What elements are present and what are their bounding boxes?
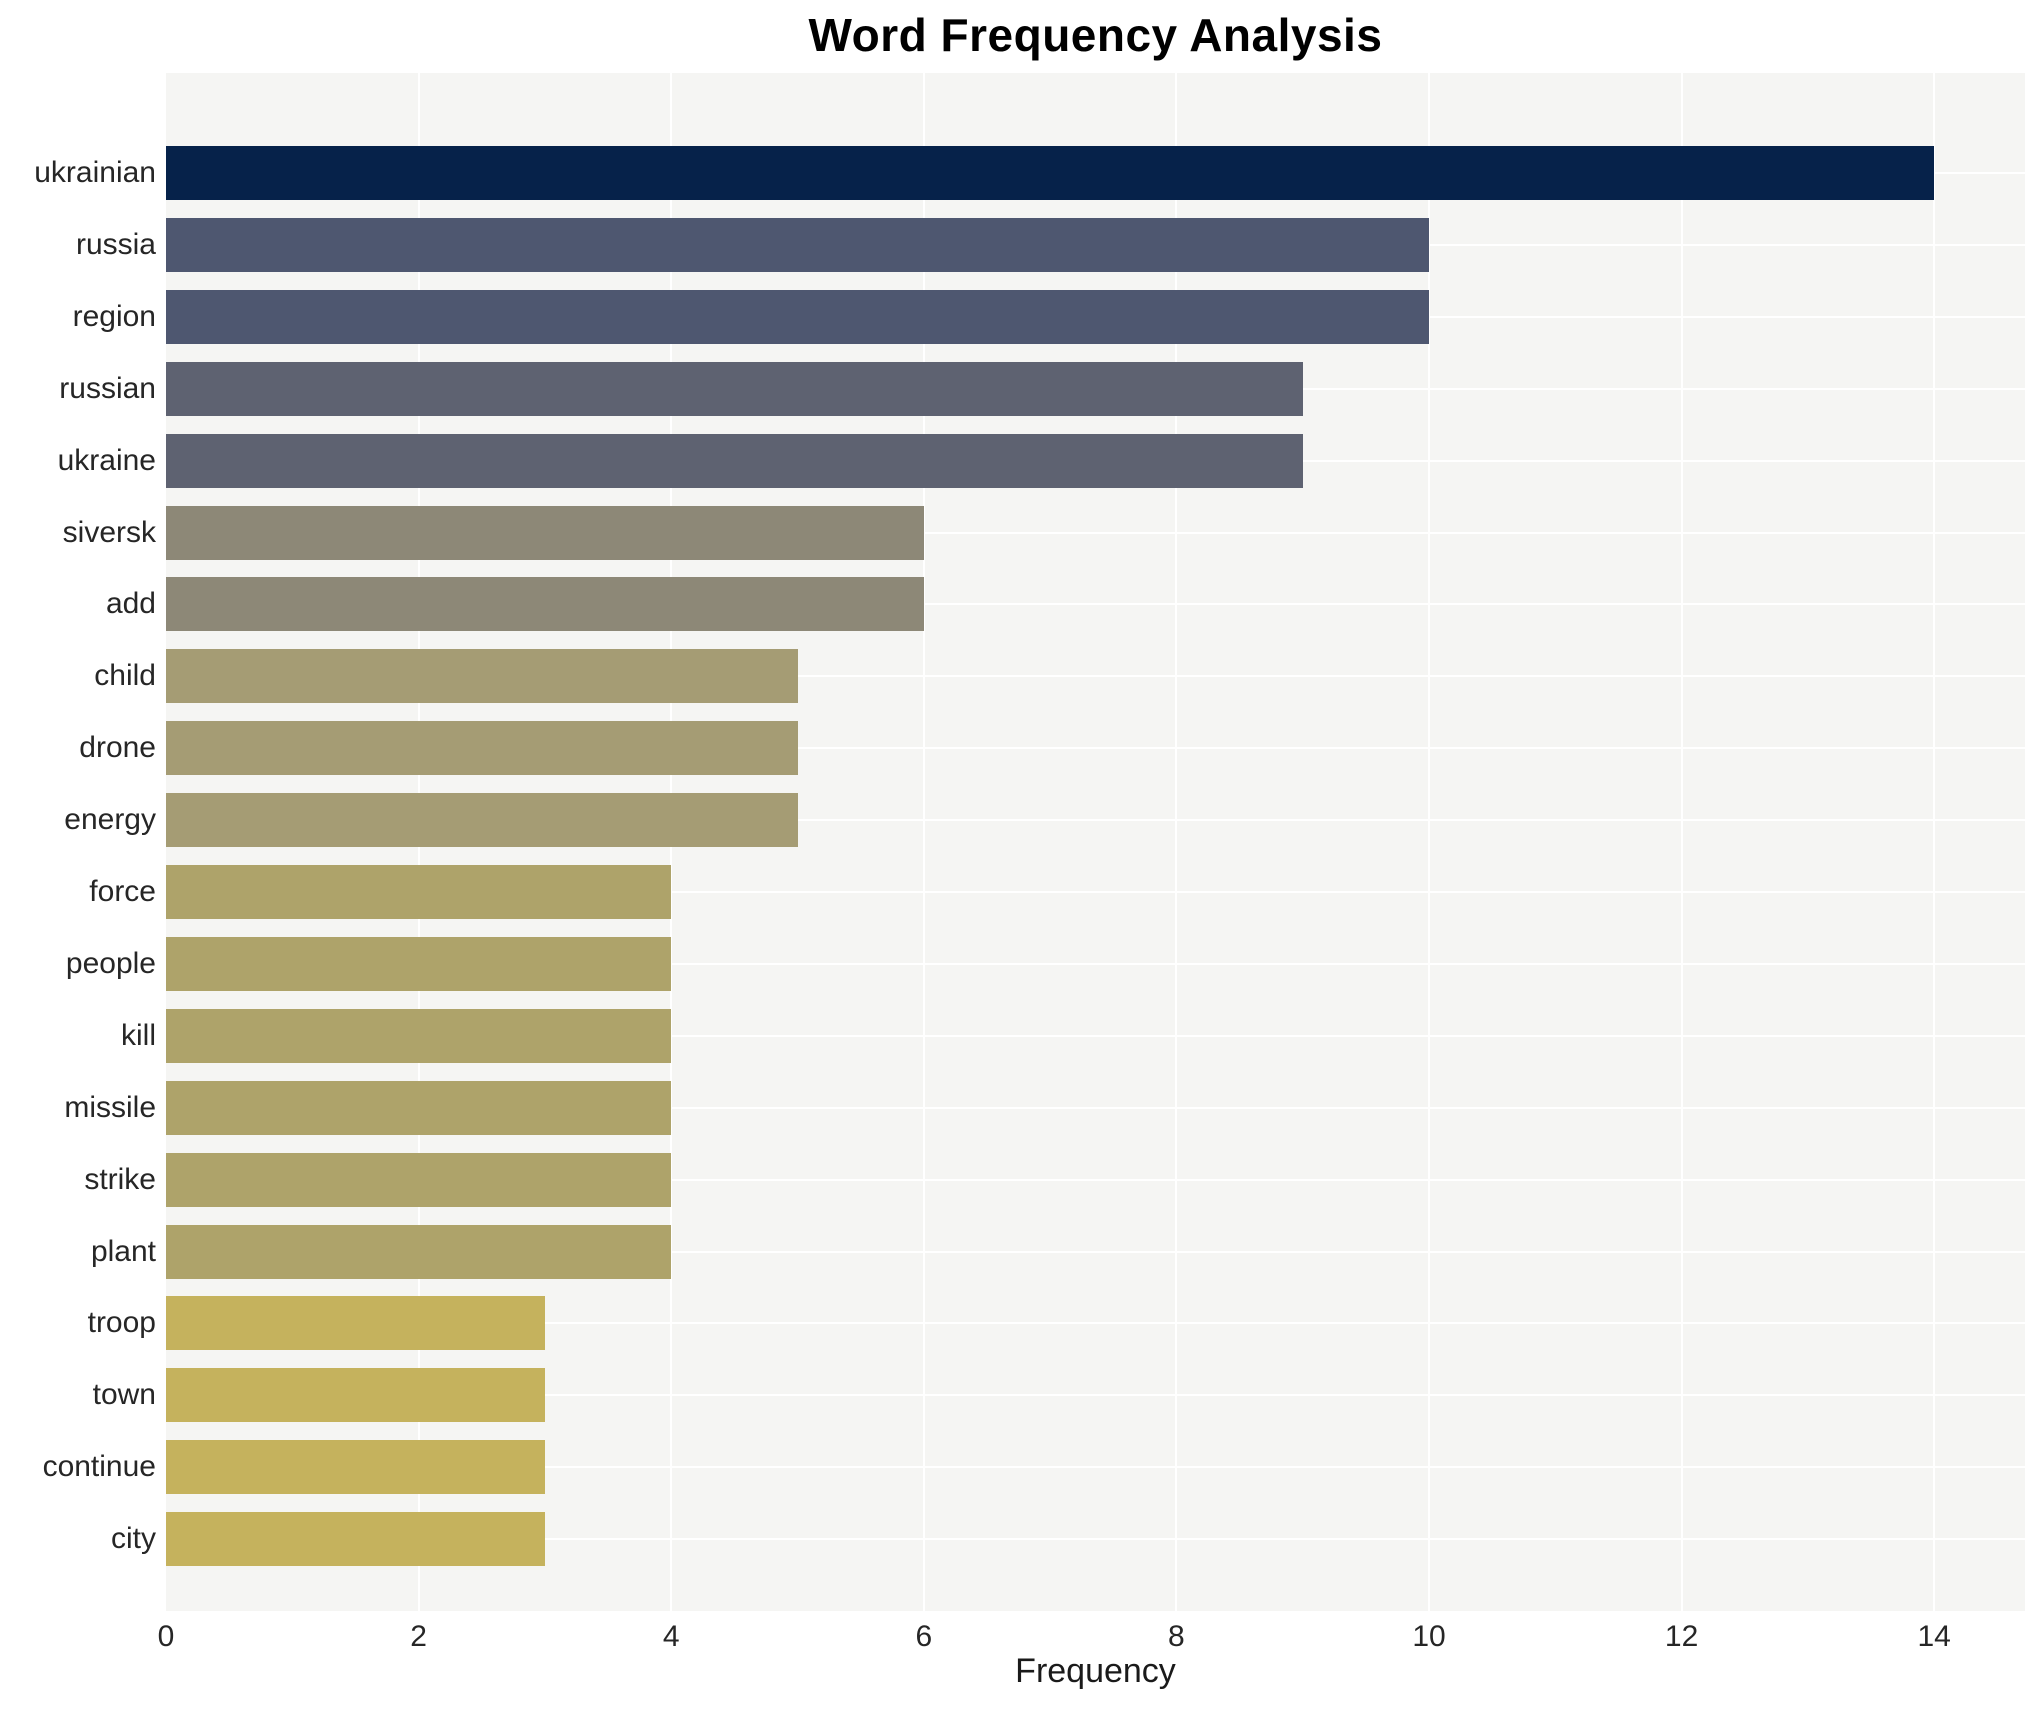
bar-russia <box>166 217 1429 272</box>
y-tick-label-add: add <box>105 587 156 621</box>
horizontal-gridline <box>166 1538 2025 1541</box>
horizontal-gridline <box>166 819 2025 822</box>
y-tick-label-continue: continue <box>42 1450 156 1484</box>
horizontal-gridline <box>166 1322 2025 1325</box>
y-tick-label-russian: russian <box>59 371 156 405</box>
bar-missile <box>166 1080 672 1135</box>
x-tick-label-8: 8 <box>1168 1620 1185 1653</box>
horizontal-gridline <box>166 1466 2025 1469</box>
y-tick-label-plant: plant <box>90 1234 156 1268</box>
bar-ukrainian <box>166 146 1935 200</box>
x-tick-label-0: 0 <box>157 1620 175 1653</box>
bar-continue <box>166 1440 545 1495</box>
x-tick-label-14: 14 <box>1917 1620 1951 1653</box>
y-tick-label-town: town <box>92 1378 156 1412</box>
horizontal-gridline <box>166 1394 2025 1397</box>
y-tick-label-siversk: siversk <box>62 515 156 549</box>
vertical-gridline <box>1933 73 1936 1611</box>
bar-add <box>166 577 924 632</box>
horizontal-gridline <box>166 1250 2025 1253</box>
bar-city <box>166 1512 545 1567</box>
bar-russian <box>166 361 1303 416</box>
y-tick-label-drone: drone <box>79 731 156 765</box>
bar-people <box>166 936 672 991</box>
bar-region <box>166 289 1429 344</box>
bar-child <box>166 649 798 704</box>
horizontal-gridline <box>166 891 2025 893</box>
y-tick-label-troop: troop <box>87 1306 156 1340</box>
vertical-gridline <box>922 73 925 1611</box>
y-tick-label-ukrainian: ukrainian <box>34 156 156 189</box>
vertical-gridline <box>1680 73 1683 1611</box>
bar-plant <box>166 1224 672 1279</box>
horizontal-gridline <box>166 603 2025 606</box>
y-tick-label-russia: russia <box>75 227 156 261</box>
x-tick-label-12: 12 <box>1664 1620 1699 1653</box>
y-tick-label-city: city <box>111 1522 156 1556</box>
horizontal-gridline <box>166 675 2025 678</box>
x-axis-title: Frequency <box>1015 1652 1176 1690</box>
y-tick-label-kill: kill <box>121 1018 156 1052</box>
y-tick-label-energy: energy <box>64 803 156 837</box>
bar-energy <box>166 793 798 848</box>
plot-area <box>166 73 2025 1611</box>
x-tick-label-4: 4 <box>662 1620 680 1653</box>
bar-ukraine <box>166 433 1303 488</box>
y-tick-label-missile: missile <box>64 1090 156 1124</box>
horizontal-gridline <box>166 531 2025 534</box>
bar-troop <box>166 1296 545 1351</box>
bar-kill <box>166 1008 672 1063</box>
horizontal-gridline <box>166 962 2025 965</box>
y-tick-label-child: child <box>94 659 156 693</box>
x-tick-label-6: 6 <box>915 1620 933 1653</box>
vertical-gridline <box>1175 73 1178 1611</box>
horizontal-gridline <box>166 1106 2025 1109</box>
y-tick-label-force: force <box>89 875 156 908</box>
horizontal-gridline <box>166 1178 2025 1181</box>
y-tick-label-strike: strike <box>84 1162 156 1196</box>
bar-siversk <box>166 505 924 560</box>
x-tick-label-2: 2 <box>410 1620 427 1653</box>
y-tick-label-ukraine: ukraine <box>57 443 156 477</box>
y-tick-label-region: region <box>72 299 156 333</box>
bar-town <box>166 1368 545 1423</box>
bar-force <box>166 865 672 919</box>
horizontal-gridline <box>166 1034 2025 1037</box>
bar-strike <box>166 1152 672 1207</box>
y-tick-label-people: people <box>65 946 156 980</box>
chart-title: Word Frequency Analysis <box>808 9 1383 61</box>
x-tick-label-10: 10 <box>1412 1620 1446 1653</box>
bar-drone <box>166 721 798 776</box>
horizontal-gridline <box>166 747 2025 750</box>
vertical-gridline <box>1428 73 1430 1611</box>
